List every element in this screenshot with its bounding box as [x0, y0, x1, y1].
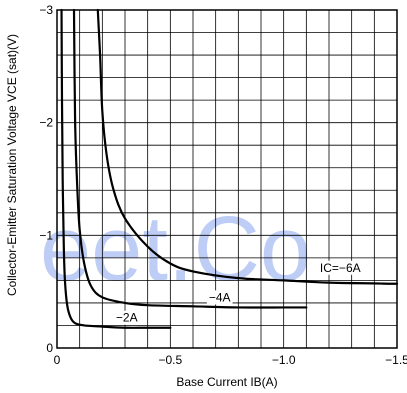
series-label-2a: −2A [116, 311, 138, 325]
y-axis-label: Collector-Emitter Saturation Voltage VCE… [5, 34, 19, 296]
y-tick-label: −1 [39, 228, 53, 242]
series-label-background [206, 290, 233, 305]
series-label-4a: −4A [209, 290, 231, 304]
y-tick-label: 0 [46, 341, 53, 355]
series-label-background [113, 310, 140, 325]
y-tick-label: −2 [39, 116, 53, 130]
x-axis-label: Base Current IB(A) [176, 375, 277, 389]
plot-frame [56, 9, 398, 349]
x-tick-label: 0 [54, 353, 61, 367]
x-tick-label: −1.0 [272, 353, 296, 367]
x-tick-label: −0.5 [158, 353, 182, 367]
series-label-background [317, 260, 363, 275]
series-line-0 [60, 8, 172, 329]
x-tick-label: −1.5 [385, 353, 407, 367]
series-line-2 [96, 8, 399, 285]
tick-labels: 0 −0.5 −1.0 −1.5 0 −1 −2 −3 [39, 3, 407, 367]
watermark-text: eet.Co [40, 198, 311, 300]
series-line-1 [72, 8, 308, 309]
series-label-6a: IC=−6A [320, 261, 361, 275]
y-tick-label: −3 [39, 3, 53, 17]
curves [60, 8, 399, 329]
grid [57, 10, 397, 348]
